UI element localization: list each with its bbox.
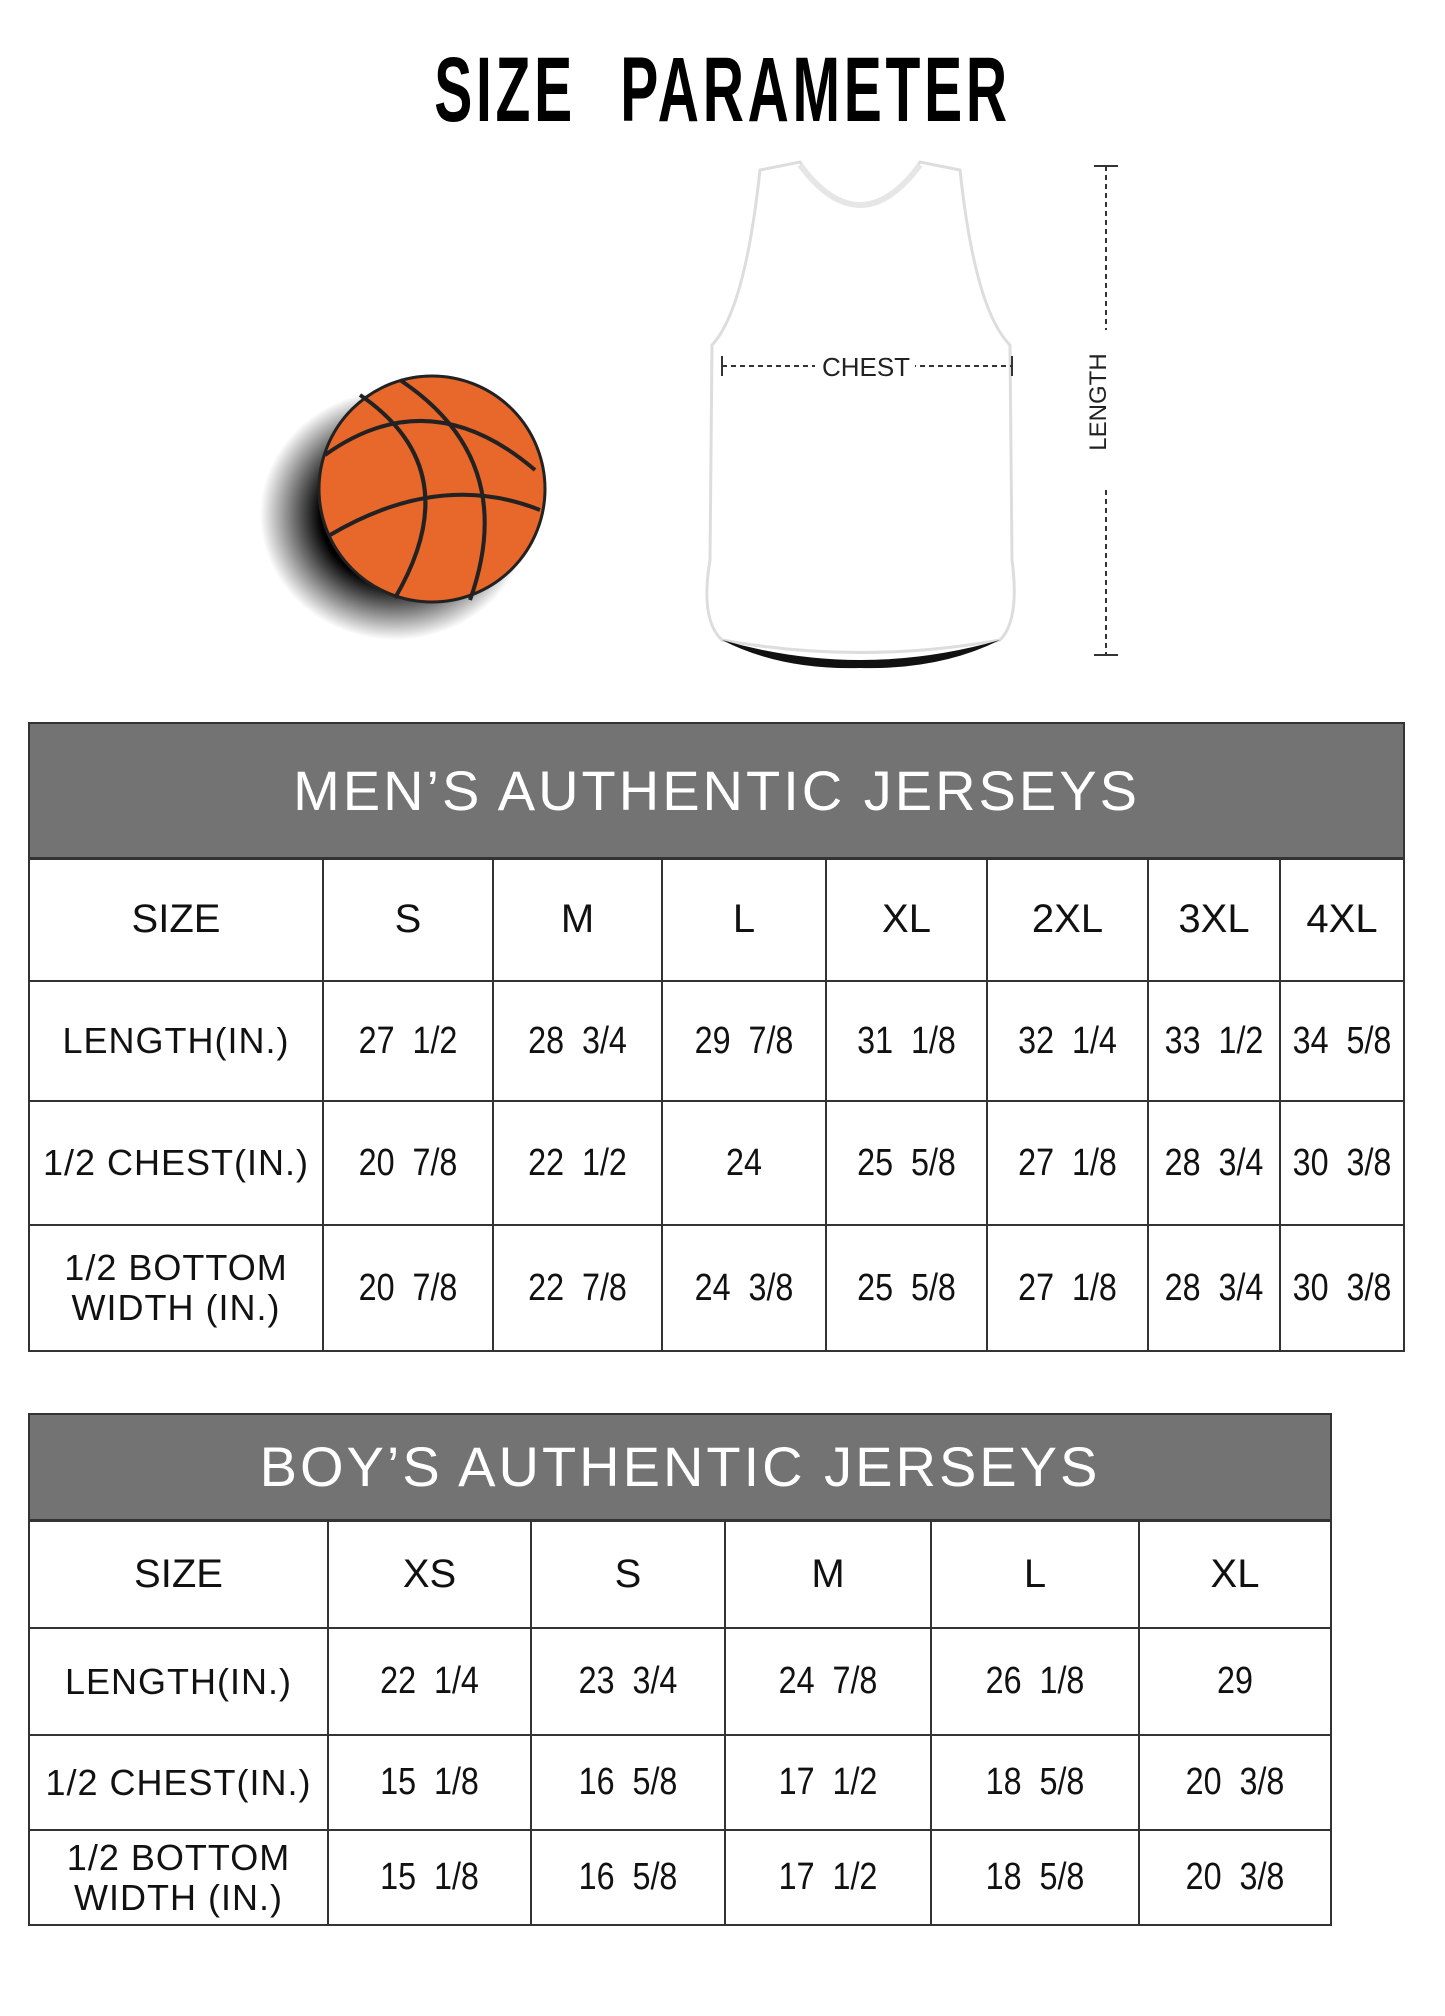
cell: 16 5/8 <box>544 1829 712 1926</box>
cell: 34 5/8 <box>1288 980 1396 1102</box>
cell: 24 7/8 <box>739 1627 917 1736</box>
cell: 28 3/4 <box>1157 1100 1271 1226</box>
cell: 24 <box>673 1100 815 1226</box>
cell: 20 3/8 <box>1152 1829 1318 1926</box>
size-header: M <box>492 857 663 982</box>
size-header: 3XL <box>1147 857 1281 982</box>
table-row: 1/2 CHEST(IN.) 15 1/8 16 5/8 17 1/2 18 5… <box>28 1734 1331 1831</box>
row-label: LENGTH(IN.) <box>28 980 324 1102</box>
cell: 30 3/8 <box>1288 1100 1396 1226</box>
row-label: 1/2 BOTTOM WIDTH (IN.) <box>28 1224 324 1352</box>
cell: 18 5/8 <box>945 1829 1125 1926</box>
basketball-icon <box>260 374 547 640</box>
cell: 20 7/8 <box>334 1100 482 1226</box>
cell: 24 3/8 <box>673 1224 815 1352</box>
size-header: 2XL <box>986 857 1149 982</box>
size-header: S <box>530 1519 726 1629</box>
cell: 27 1/8 <box>998 1224 1137 1352</box>
row-label: 1/2 CHEST(IN.) <box>28 1734 329 1831</box>
table-row: LENGTH(IN.) 22 1/4 23 3/4 24 7/8 26 1/8 … <box>28 1627 1331 1736</box>
length-indicator: LENGTH <box>1085 165 1122 656</box>
cell: 26 1/8 <box>945 1627 1125 1736</box>
length-label: LENGTH <box>1085 353 1112 450</box>
cell: 17 1/2 <box>739 1829 917 1926</box>
table-row: 1/2 BOTTOM WIDTH (IN.) 15 1/8 16 5/8 17 … <box>28 1829 1331 1926</box>
cell: 20 3/8 <box>1152 1734 1318 1831</box>
size-label: SIZE <box>28 857 324 982</box>
cell: 20 7/8 <box>334 1224 482 1352</box>
table-row: SIZE S M L XL 2XL 3XL 4XL <box>28 857 1406 982</box>
size-header: XL <box>1137 1519 1333 1629</box>
cell: 28 3/4 <box>1157 1224 1271 1352</box>
size-header: XS <box>327 1519 532 1629</box>
cell: 17 1/2 <box>739 1734 917 1831</box>
cell: 22 1/4 <box>342 1627 517 1736</box>
cell: 32 1/4 <box>998 980 1137 1102</box>
cell: 15 1/8 <box>342 1734 517 1831</box>
row-label: 1/2 CHEST(IN.) <box>28 1100 324 1226</box>
cell: 22 7/8 <box>504 1224 651 1352</box>
cell: 29 7/8 <box>673 980 815 1102</box>
table-row: SIZE XS S M L XL <box>28 1519 1333 1629</box>
boys-size-table: BOY’S AUTHENTIC JERSEYS SIZE XS S M L XL… <box>27 1413 1333 1926</box>
row-label: LENGTH(IN.) <box>28 1627 329 1736</box>
boys-table-heading: BOY’S AUTHENTIC JERSEYS <box>27 1413 1333 1522</box>
size-header: XL <box>825 857 988 982</box>
size-header: L <box>661 857 827 982</box>
size-label: SIZE <box>28 1519 329 1629</box>
chest-label: CHEST <box>822 352 910 382</box>
cell: 27 1/2 <box>334 980 482 1102</box>
cell: 25 5/8 <box>837 1224 976 1352</box>
cell: 25 5/8 <box>837 1100 976 1226</box>
cell: 15 1/8 <box>342 1829 517 1926</box>
jersey-illustration: CHEST LENGTH <box>260 160 1122 669</box>
cell: 18 5/8 <box>945 1734 1125 1831</box>
cell: 30 3/8 <box>1288 1224 1396 1352</box>
cell: 22 1/2 <box>504 1100 651 1226</box>
cell: 31 1/8 <box>837 980 976 1102</box>
cell: 16 5/8 <box>544 1734 712 1831</box>
table-row: 1/2 BOTTOM WIDTH (IN.) 20 7/8 22 7/8 24 … <box>28 1224 1404 1352</box>
cell: 33 1/2 <box>1157 980 1271 1102</box>
size-header: S <box>322 857 494 982</box>
table-row: LENGTH(IN.) 27 1/2 28 3/4 29 7/8 31 1/8 … <box>28 980 1404 1102</box>
size-header: 4XL <box>1278 857 1406 982</box>
size-header: M <box>724 1519 932 1629</box>
mens-size-table: MEN’S AUTHENTIC JERSEYS SIZE S M L XL 2X… <box>27 722 1406 1352</box>
cell: 29 <box>1152 1627 1318 1736</box>
size-header: L <box>930 1519 1140 1629</box>
row-label: 1/2 BOTTOM WIDTH (IN.) <box>28 1829 329 1926</box>
table-row: 1/2 CHEST(IN.) 20 7/8 22 1/2 24 25 5/8 2… <box>28 1100 1404 1226</box>
jersey-icon: CHEST <box>705 160 1016 669</box>
cell: 23 3/4 <box>544 1627 712 1736</box>
cell: 28 3/4 <box>504 980 651 1102</box>
mens-table-heading: MEN’S AUTHENTIC JERSEYS <box>27 722 1406 860</box>
cell: 27 1/8 <box>998 1100 1137 1226</box>
page-title: SIZE PARAMETER <box>434 39 1011 141</box>
